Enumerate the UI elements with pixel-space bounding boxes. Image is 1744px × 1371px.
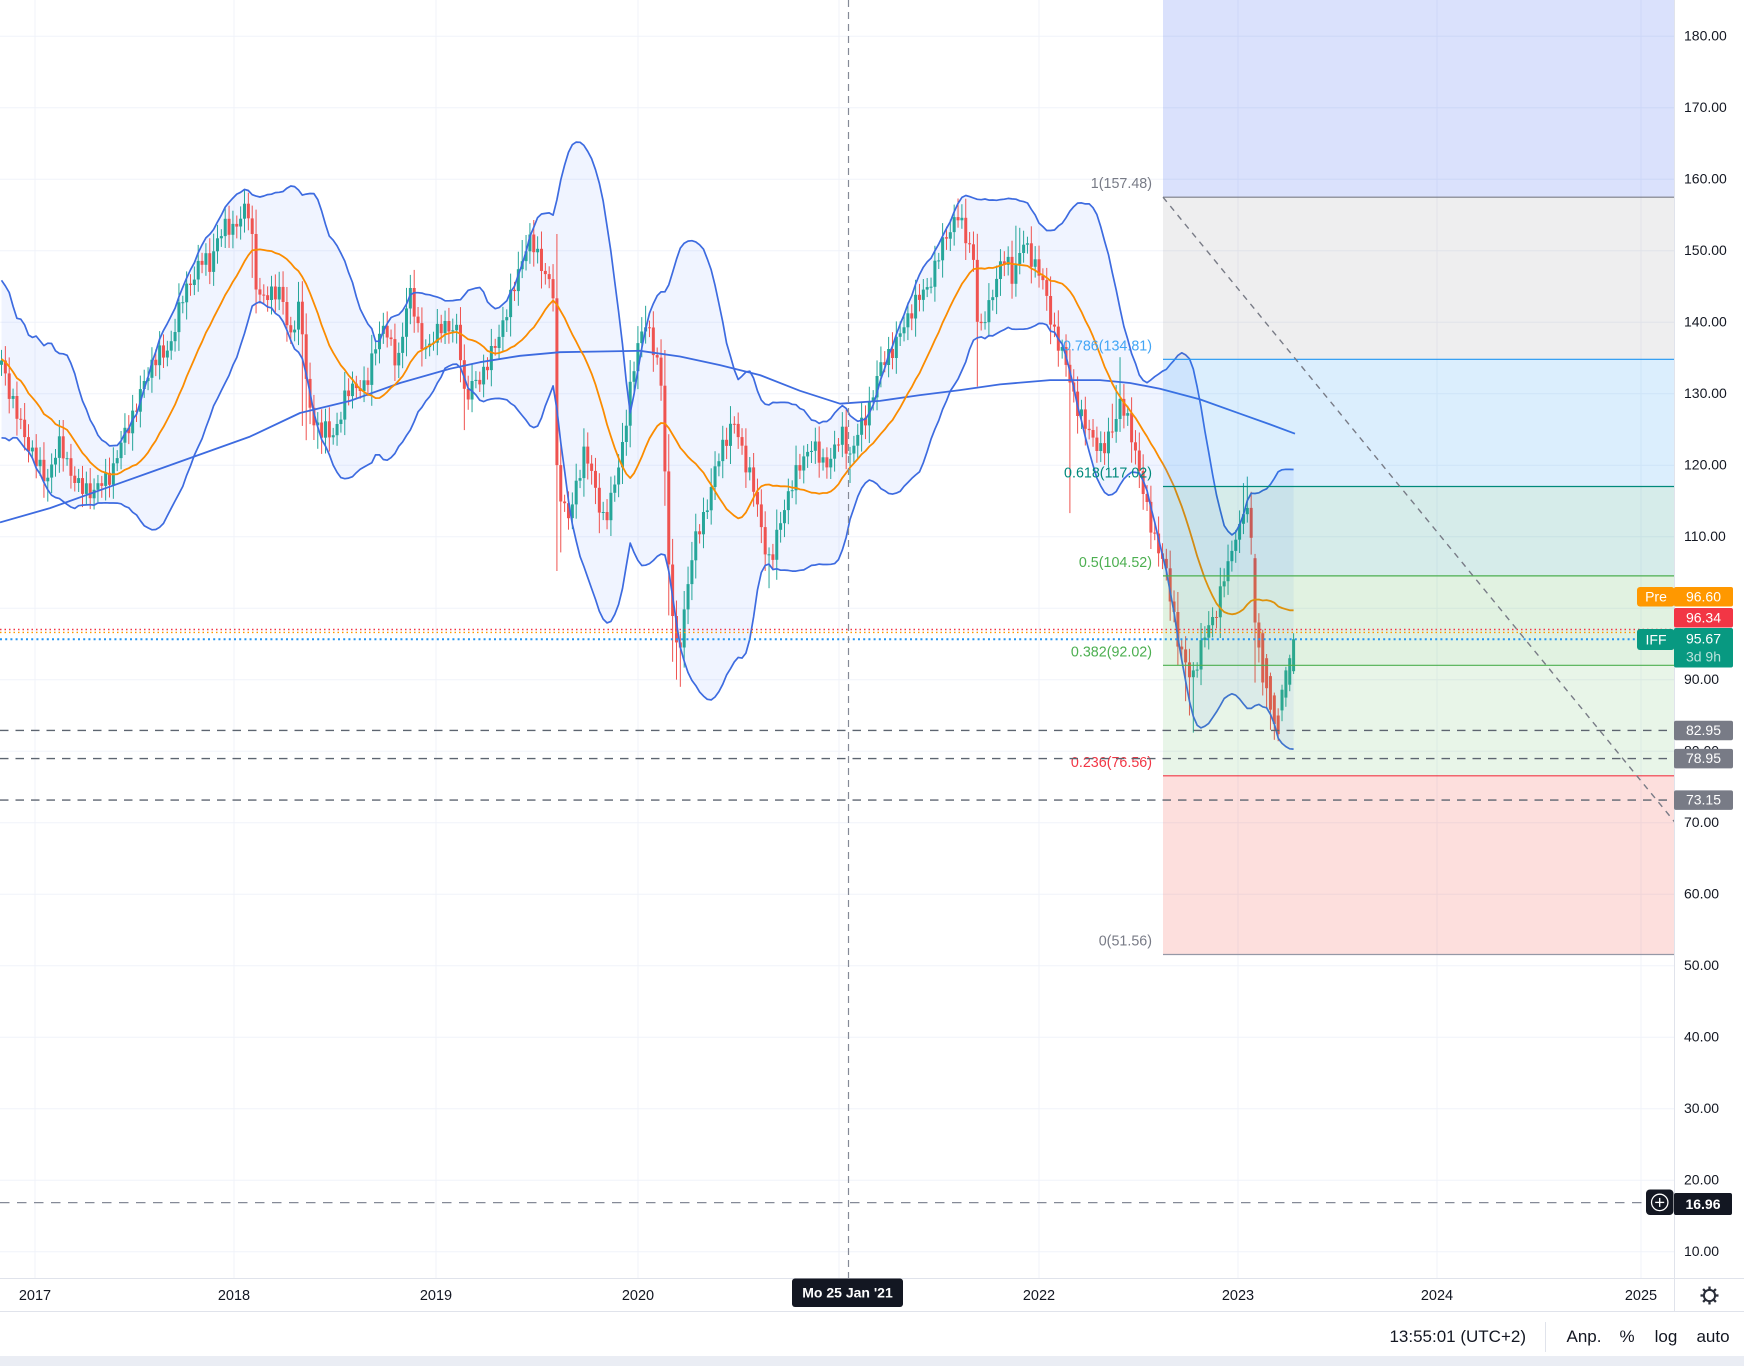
svg-text:120.00: 120.00 (1684, 457, 1727, 473)
svg-text:60.00: 60.00 (1684, 886, 1719, 902)
svg-text:0.382(92.02): 0.382(92.02) (1071, 644, 1152, 660)
svg-text:Mo 25 Jan '21: Mo 25 Jan '21 (802, 1285, 893, 1301)
svg-text:78.95: 78.95 (1686, 750, 1721, 766)
svg-text:140.00: 140.00 (1684, 314, 1727, 330)
svg-text:2025: 2025 (1625, 1288, 1657, 1304)
svg-text:82.95: 82.95 (1686, 722, 1721, 738)
svg-text:log: log (1655, 1327, 1678, 1346)
svg-text:90.00: 90.00 (1684, 671, 1719, 687)
svg-text:70.00: 70.00 (1684, 814, 1719, 830)
svg-text:2022: 2022 (1023, 1288, 1055, 1304)
svg-text:2023: 2023 (1222, 1288, 1254, 1304)
svg-text:40.00: 40.00 (1684, 1029, 1719, 1045)
svg-text:Pre: Pre (1645, 589, 1667, 605)
svg-text:20.00: 20.00 (1684, 1172, 1719, 1188)
svg-text:0.786(134.81): 0.786(134.81) (1063, 338, 1152, 354)
svg-text:180.00: 180.00 (1684, 28, 1727, 44)
svg-text:170.00: 170.00 (1684, 99, 1727, 115)
svg-text:96.34: 96.34 (1686, 610, 1721, 626)
svg-text:Anp.: Anp. (1567, 1327, 1602, 1346)
svg-text:2017: 2017 (19, 1288, 51, 1304)
svg-text:auto: auto (1696, 1327, 1729, 1346)
svg-text:150.00: 150.00 (1684, 242, 1727, 258)
svg-text:2018: 2018 (218, 1288, 250, 1304)
svg-text:110.00: 110.00 (1684, 528, 1726, 544)
svg-text:96.60: 96.60 (1686, 589, 1721, 605)
svg-text:16.96: 16.96 (1685, 1196, 1720, 1212)
svg-text:%: % (1619, 1327, 1634, 1346)
svg-text:0.618(117.02): 0.618(117.02) (1064, 466, 1152, 482)
svg-text:13:55:01 (UTC+2): 13:55:01 (UTC+2) (1389, 1327, 1526, 1346)
svg-text:2019: 2019 (420, 1288, 452, 1304)
svg-text:10.00: 10.00 (1684, 1243, 1719, 1259)
svg-text:160.00: 160.00 (1684, 171, 1727, 187)
svg-text:130.00: 130.00 (1684, 385, 1727, 401)
svg-text:1(157.48): 1(157.48) (1091, 176, 1152, 192)
svg-text:0.5(104.52): 0.5(104.52) (1079, 555, 1152, 571)
svg-text:95.67: 95.67 (1686, 631, 1721, 647)
svg-text:2024: 2024 (1421, 1288, 1453, 1304)
svg-text:73.15: 73.15 (1686, 792, 1721, 808)
svg-text:0(51.56): 0(51.56) (1099, 934, 1152, 950)
svg-text:50.00: 50.00 (1684, 957, 1719, 973)
svg-text:3d 9h: 3d 9h (1686, 649, 1721, 665)
svg-text:30.00: 30.00 (1684, 1100, 1719, 1116)
svg-text:2020: 2020 (622, 1288, 654, 1304)
svg-text:0.236(76.56): 0.236(76.56) (1071, 755, 1152, 771)
svg-text:IFF: IFF (1646, 632, 1667, 648)
